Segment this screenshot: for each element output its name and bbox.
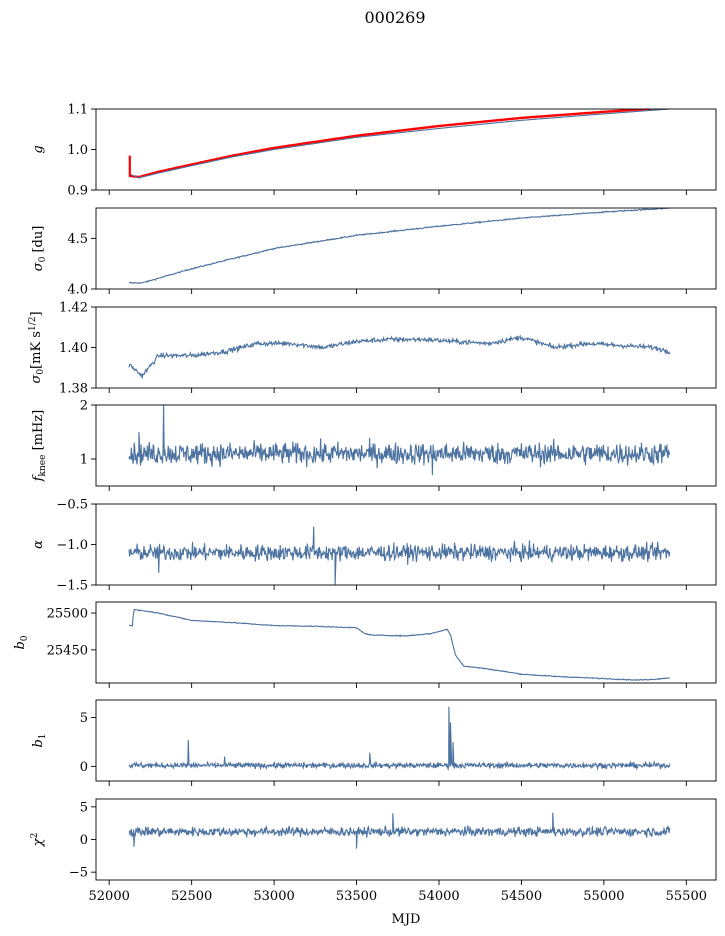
x-tick-label: 55000 (583, 889, 624, 904)
panel-frame-sigma0-du (95, 207, 717, 290)
y-tick-label-sigma0-mk: 1.42 (59, 301, 88, 316)
series-line-b0-0 (128, 608, 670, 682)
y-tick-label-fknee: 2 (80, 399, 88, 414)
y-tick-label-chi2: 5 (80, 800, 88, 815)
series-line-fknee-0 (128, 405, 671, 476)
y-axis-label-b0: b0 (13, 635, 30, 649)
y-tick-label-sigma0-du: 4.0 (67, 283, 88, 298)
x-tick-label: 54000 (418, 889, 459, 904)
series-line-b1-0 (128, 706, 671, 772)
panel-frame-b0 (95, 601, 717, 684)
series-line-sigma0-mk-0 (128, 334, 671, 379)
y-tick-label-alpha: −1.0 (56, 538, 88, 553)
panel-chi2: −5 0 5 52000 52500 53000 53500 54000 54500 55000 5… (30, 798, 717, 904)
x-axis-label: MJD (392, 912, 421, 927)
y-tick-label-g: 1.0 (67, 143, 88, 158)
y-axis-label-chi2: χ2 (30, 833, 46, 848)
series-line-chi2-0 (128, 812, 671, 849)
series-line-alpha-0 (128, 526, 671, 585)
x-tick-label: 53500 (336, 889, 377, 904)
panel-frame-alpha (95, 503, 717, 586)
y-tick-label-sigma0-du: 4.5 (67, 232, 88, 247)
y-axis-label-sigma0-du: σ0 [du] (31, 226, 48, 272)
x-tick-label: 54500 (501, 889, 542, 904)
y-tick-label-b0: 25450 (47, 643, 88, 658)
panels: 0.9 1.0 1.1 g 4.0 4.5 σ0 [du] 1.38 1.40 1.42 σ0[mK… (13, 103, 717, 904)
x-tick-label: 52500 (171, 889, 212, 904)
series-line-g-0 (128, 109, 664, 179)
y-axis-label-alpha: α (31, 540, 46, 549)
panel-sigma0-du: 4.0 4.5 σ0 [du] (31, 207, 717, 298)
panel-g: 0.9 1.0 1.1 g (31, 103, 717, 199)
x-tick-label: 55500 (666, 889, 707, 904)
panel-frame-g (95, 108, 717, 191)
panel-sigma0-mk: 1.38 1.40 1.42 σ0[mK s1/2] (28, 301, 717, 397)
y-tick-label-alpha: −0.5 (56, 498, 88, 513)
panel-b1: 0 5 b1 (31, 699, 717, 786)
panel-fknee: 1 2 fknee [mHz] (31, 399, 717, 491)
y-tick-label-b0: 25500 (47, 607, 88, 622)
y-tick-label-g: 0.9 (67, 184, 88, 199)
panel-frame-b1 (95, 699, 717, 782)
y-tick-label-b1: 0 (80, 760, 88, 775)
x-tick-label: 53000 (253, 889, 294, 904)
panel-frame-chi2 (95, 798, 717, 881)
panel-frame-fknee (95, 404, 717, 487)
y-tick-label-alpha: −1.5 (56, 579, 88, 594)
x-tick-label: 52000 (89, 889, 130, 904)
y-tick-label-b1: 5 (80, 711, 88, 726)
figure-title: 000269 (364, 8, 425, 27)
y-tick-label-chi2: 0 (80, 833, 88, 848)
y-axis-label-b1: b1 (31, 733, 48, 747)
y-tick-label-sigma0-mk: 1.38 (59, 382, 88, 397)
series-line-g-1 (128, 109, 670, 179)
y-tick-label-sigma0-mk: 1.40 (59, 341, 88, 356)
panel-alpha: −1.5 −1.0 −0.5 α (31, 498, 717, 594)
y-tick-label-fknee: 1 (80, 453, 88, 468)
y-tick-label-g: 1.1 (67, 103, 88, 118)
series-line-sigma0-du-0 (128, 208, 670, 284)
panel-b0: 25450 25500 b0 (13, 601, 717, 688)
y-tick-label-chi2: −5 (69, 866, 88, 881)
y-axis-label-sigma0-mk: σ0[mK s1/2] (28, 311, 46, 383)
y-axis-label-fknee: fknee [mHz] (31, 410, 48, 483)
y-axis-label-g: g (31, 145, 46, 153)
